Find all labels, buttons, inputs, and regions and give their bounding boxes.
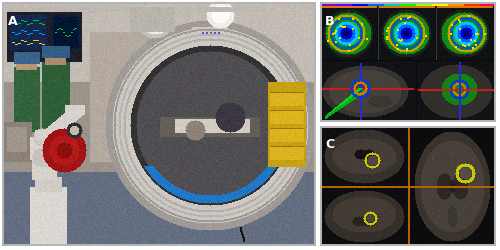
Text: A: A	[8, 15, 18, 28]
Text: C: C	[325, 138, 334, 151]
Text: B: B	[325, 15, 334, 28]
